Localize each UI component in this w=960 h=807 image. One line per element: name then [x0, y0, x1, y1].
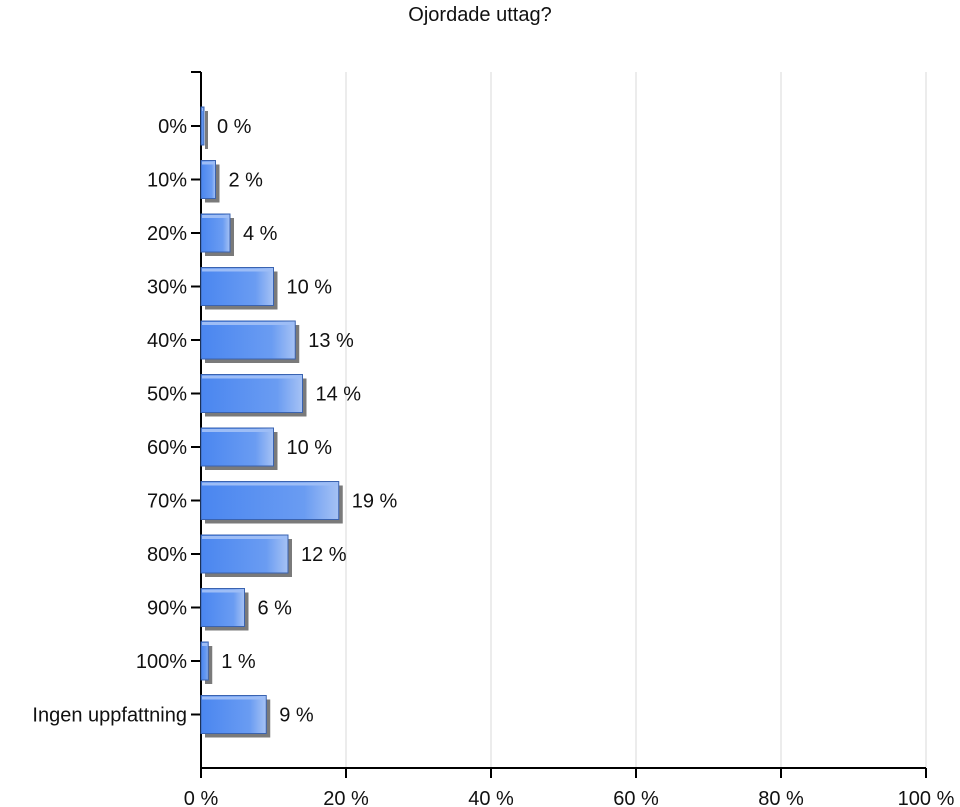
- bar-highlight: [202, 375, 302, 379]
- data-label: 1 %: [221, 651, 256, 673]
- data-label: 0 %: [217, 116, 252, 138]
- bar-highlight: [202, 108, 203, 111]
- bar-ingen-uppfattning: [200, 695, 267, 734]
- bar-highlight: [202, 161, 215, 165]
- bar-90-: [200, 588, 245, 627]
- category-label: 0%: [158, 116, 187, 138]
- category-label: 40%: [147, 330, 187, 352]
- bar-70-: [200, 481, 340, 520]
- bar-highlight: [202, 482, 338, 486]
- x-tick-label: 100 %: [898, 788, 955, 807]
- bar-highlight: [202, 322, 295, 325]
- category-label: Ingen uppfattning: [32, 705, 187, 727]
- bar-highlight: [202, 643, 208, 646]
- category-label: 20%: [147, 223, 187, 245]
- category-label: 10%: [147, 170, 187, 192]
- bar-0-: [200, 106, 205, 146]
- bar-60-: [200, 427, 274, 467]
- bar-10-: [200, 160, 216, 199]
- data-label: 4 %: [243, 223, 278, 245]
- category-label: 30%: [147, 277, 187, 299]
- axes: [191, 71, 927, 778]
- category-label: 50%: [147, 384, 187, 406]
- category-label: 100%: [136, 651, 187, 673]
- bar-20-: [200, 213, 231, 253]
- category-label: 70%: [147, 491, 187, 513]
- bar-50-: [200, 374, 303, 413]
- bar-highlight: [202, 589, 244, 593]
- data-label: 13 %: [308, 330, 354, 352]
- bar-100-: [200, 641, 209, 681]
- data-label: 6 %: [258, 598, 293, 620]
- category-label: 60%: [147, 437, 187, 459]
- grid-lines: [345, 72, 927, 768]
- data-label: 14 %: [316, 384, 362, 406]
- x-tick-label: 80 %: [758, 788, 804, 807]
- category-label: 80%: [147, 544, 187, 566]
- x-tick-label: 40 %: [468, 788, 514, 807]
- x-tick-label: 0 %: [184, 788, 219, 807]
- x-tick-label: 20 %: [323, 788, 369, 807]
- bar-highlight: [202, 429, 273, 432]
- x-tick-label: 60 %: [613, 788, 659, 807]
- labels: 0 % 20 % 40 % 60 % 80 % 100 % 0% 0 % 10% 2 % 20% 4 …: [32, 116, 954, 807]
- data-label: 2 %: [229, 170, 264, 192]
- bar-highlight: [202, 215, 229, 218]
- bar-30-: [200, 267, 274, 306]
- bar-40-: [200, 320, 296, 360]
- data-label: 10 %: [287, 277, 333, 299]
- bar-80-: [200, 534, 289, 574]
- category-label: 90%: [147, 598, 187, 620]
- bars: [200, 106, 343, 738]
- chart-title: Ojordade uttag?: [408, 4, 552, 26]
- data-label: 9 %: [279, 705, 314, 727]
- bar-shadow: [205, 111, 208, 149]
- data-label: 10 %: [287, 437, 333, 459]
- bar-highlight: [202, 536, 287, 539]
- data-label: 19 %: [352, 491, 398, 513]
- data-label: 12 %: [301, 544, 347, 566]
- bar-highlight: [202, 268, 273, 272]
- bar-highlight: [202, 696, 266, 700]
